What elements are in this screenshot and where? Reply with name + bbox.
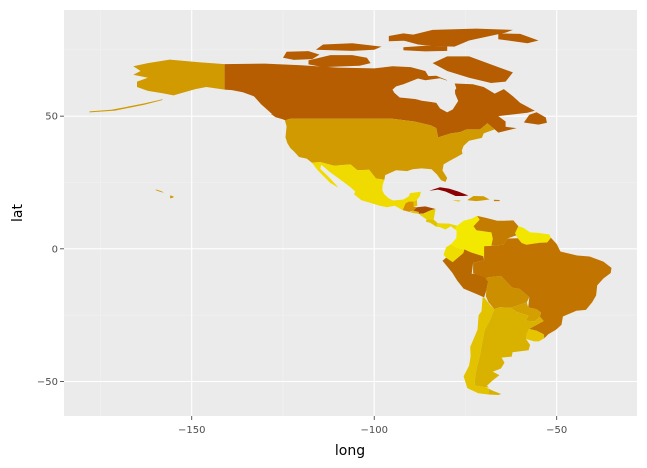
greenland-fragment	[498, 33, 539, 44]
baffin-island	[432, 56, 513, 83]
honduras	[413, 206, 436, 214]
argentina	[474, 307, 544, 388]
devon-island	[403, 45, 448, 52]
paraguay	[510, 302, 541, 322]
bolivia	[485, 275, 530, 310]
panama	[436, 223, 458, 230]
chile	[463, 297, 495, 395]
newfoundland	[523, 112, 547, 125]
y-tick-label: 0	[52, 244, 58, 255]
victoria-island	[308, 55, 371, 68]
parry-islands	[315, 43, 382, 51]
nicaragua	[419, 209, 436, 220]
cuba	[429, 187, 469, 196]
x-tick-label: −50	[546, 425, 567, 436]
y-tick-label: 50	[45, 112, 58, 123]
x-tick-label: −150	[178, 425, 205, 436]
alaska-region	[133, 59, 225, 96]
hawaii-west	[155, 189, 164, 193]
jamaica	[453, 200, 461, 202]
country-polygons	[89, 28, 612, 395]
canada-mainland	[224, 63, 535, 138]
guatemala	[402, 201, 417, 212]
hawaii-main	[170, 195, 174, 199]
aleutian-islands	[89, 99, 163, 113]
axel-heiberg-island	[388, 33, 418, 42]
x-axis-title: long	[335, 443, 365, 459]
ellesmere-island	[403, 28, 513, 47]
x-axis-ticks: −150 −100 −50	[178, 416, 567, 436]
y-tick-label: −50	[37, 377, 58, 388]
el-salvador	[410, 210, 419, 214]
mexico-mainland	[311, 162, 421, 211]
y-axis-ticks: 50 0 −50	[37, 112, 64, 388]
costa-rica	[426, 219, 438, 227]
belize	[413, 199, 418, 207]
brazil	[473, 237, 612, 339]
ecuador	[443, 244, 465, 263]
vancouver-island	[270, 114, 290, 121]
puerto-rico	[493, 199, 500, 202]
peru	[442, 249, 489, 298]
x-tick-label: −100	[360, 425, 387, 436]
uruguay	[526, 329, 545, 342]
tierra-del-fuego	[488, 388, 502, 395]
guianas	[515, 226, 551, 245]
hispaniola	[467, 196, 490, 202]
venezuela	[473, 215, 519, 246]
banks-island	[283, 51, 320, 60]
y-axis-title: lat	[10, 204, 26, 222]
hudson-bay	[392, 78, 458, 113]
usa-contiguous	[284, 118, 495, 182]
colombia	[450, 215, 493, 260]
